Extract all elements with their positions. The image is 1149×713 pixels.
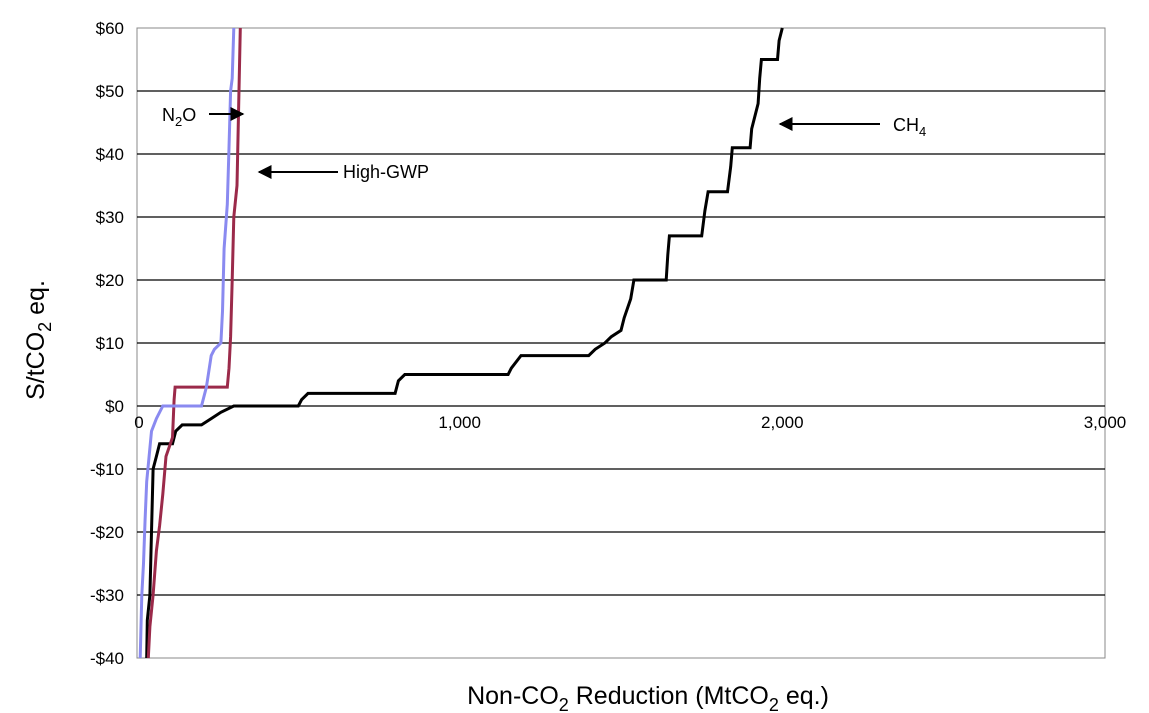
y-tick-label: -$30 (90, 586, 124, 605)
y-tick-label: $30 (96, 208, 124, 227)
y-tick-label: $60 (96, 19, 124, 38)
annotation-ch4-label: CH4 (893, 115, 926, 139)
x-tick-label: 3,000 (1084, 413, 1127, 432)
y-tick-labels: $60 $50 $40 $30 $20 $10 $0 -$10 -$20 -$30 -$40 (90, 19, 124, 668)
x-axis-title: Non-CO2 Reduction (MtCO2 eq.) (467, 682, 829, 713)
grid-lines (137, 90, 1105, 596)
x-tick-label: 2,000 (761, 413, 804, 432)
annotation-high-gwp-label: High-GWP (343, 162, 429, 182)
annotation-ch4: CH4 (778, 115, 926, 139)
series-line-ch4 (145, 27, 784, 659)
x-tick-labels: 0 1,000 2,000 3,000 (134, 413, 1126, 432)
y-tick-label: $0 (105, 397, 124, 416)
y-tick-label: $50 (96, 82, 124, 101)
y-tick-label: -$10 (90, 460, 124, 479)
y-tick-label: $40 (96, 145, 124, 164)
y-tick-label: -$20 (90, 523, 124, 542)
y-axis-title: S/tCO2 eq. (22, 280, 55, 400)
y-tick-label: -$40 (90, 649, 124, 668)
annotation-high-gwp: High-GWP (257, 162, 429, 182)
series-lines (138, 27, 784, 659)
series-line-n2o (138, 27, 236, 659)
annotation-n2o-label: N2O (162, 105, 196, 129)
x-tick-label: 0 (134, 413, 143, 432)
series-line-high-gwp (146, 27, 242, 659)
annotation-n2o: N2O (162, 105, 245, 129)
y-tick-label: $10 (96, 334, 124, 353)
y-tick-label: $20 (96, 271, 124, 290)
x-tick-label: 1,000 (438, 413, 481, 432)
